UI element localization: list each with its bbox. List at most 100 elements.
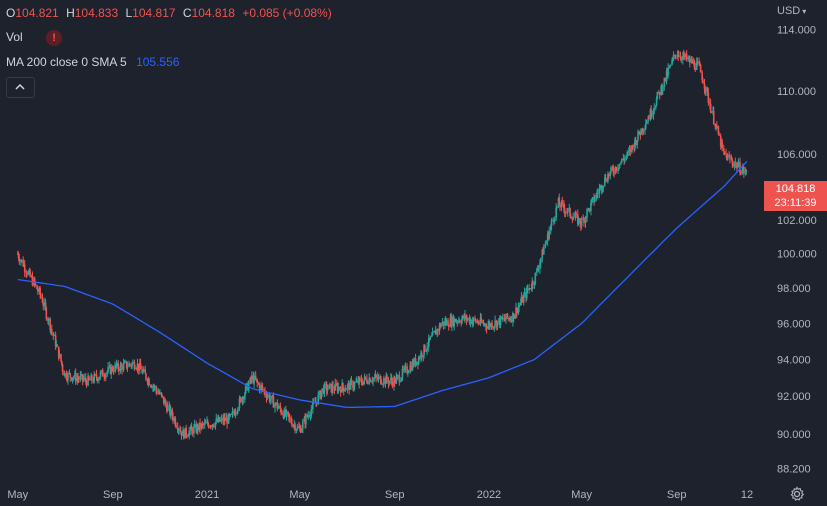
collapse-legend-button[interactable] <box>6 77 35 98</box>
low-value: 104.817 <box>132 6 176 20</box>
candle-body <box>396 375 398 378</box>
candle-body <box>701 72 703 81</box>
candle-body <box>480 317 483 323</box>
candle-body <box>107 366 109 372</box>
y-tick-label: 110.000 <box>777 86 816 98</box>
candle-body <box>575 213 578 215</box>
candle-body <box>139 363 142 369</box>
volume-legend[interactable]: Vol ! <box>6 30 63 46</box>
candle-body <box>145 373 147 380</box>
candle-body <box>212 424 214 427</box>
candle-body <box>144 369 147 374</box>
candle-body <box>579 218 581 224</box>
candle-body <box>132 362 134 364</box>
candle-body <box>23 264 26 272</box>
candle-body <box>58 353 61 358</box>
change-value: +0.085 (+0.08%) <box>242 6 332 20</box>
candle-body <box>515 307 518 314</box>
candle-body <box>534 272 537 284</box>
candle-body <box>131 363 133 367</box>
candle-body <box>709 102 711 105</box>
x-tick-label: 12 <box>741 489 753 501</box>
candle-body <box>65 372 68 379</box>
candle-body <box>369 381 372 383</box>
x-tick-label: Sep <box>667 489 687 501</box>
close-key: C <box>182 6 192 20</box>
candle-body <box>234 412 237 415</box>
candle-body <box>451 316 453 327</box>
candle-body <box>226 417 228 424</box>
time-axis[interactable]: May Sep 2021 May Sep 2022 May Sep 12 <box>7 489 753 501</box>
candle-body <box>491 323 493 329</box>
candle-body <box>375 375 377 378</box>
candle-body <box>672 58 674 61</box>
candle-body <box>627 151 630 153</box>
candle-body <box>584 217 587 224</box>
candle-body <box>283 409 286 419</box>
candle-body <box>310 409 313 416</box>
candle-body <box>68 372 71 374</box>
candle-body <box>507 317 510 319</box>
candle-body <box>620 162 622 164</box>
candle-body <box>202 423 204 425</box>
candle-body <box>22 259 24 267</box>
candle-body <box>671 60 673 65</box>
candle-body <box>703 83 706 89</box>
x-tick-label: May <box>571 489 592 501</box>
candle-body <box>694 68 697 70</box>
candle-body <box>474 317 476 320</box>
candle-body <box>566 211 568 213</box>
gear-icon[interactable] <box>789 486 805 502</box>
candle-body <box>417 357 420 365</box>
candle-body <box>258 384 261 391</box>
candle-body <box>307 415 310 417</box>
candle-body <box>34 283 37 286</box>
candle-body <box>506 313 509 318</box>
candle-body <box>418 357 421 359</box>
candle-body <box>407 371 410 373</box>
candle-body <box>693 61 696 69</box>
ma-legend[interactable]: MA 200 close 0 SMA 5 105.556 <box>6 55 179 69</box>
candle-body <box>227 414 230 424</box>
candle-body <box>723 151 726 154</box>
candle-body <box>191 428 194 434</box>
y-tick-label: 102.000 <box>777 215 817 227</box>
candle-body <box>126 366 129 368</box>
candle-body <box>193 424 196 427</box>
candle-body <box>652 109 655 115</box>
candle-body <box>69 373 72 378</box>
candle-body <box>210 426 212 428</box>
candle-body <box>312 402 314 410</box>
ma-200-line <box>17 160 748 409</box>
candle-body <box>415 361 418 366</box>
candle-body <box>705 87 707 92</box>
candle-body <box>529 288 531 290</box>
open-value: 104.821 <box>15 6 59 20</box>
candle-body <box>406 366 408 373</box>
y-tick-label: 90.000 <box>777 429 811 441</box>
candle-body <box>588 208 591 212</box>
candle-body <box>171 409 174 417</box>
candle-body <box>261 385 263 387</box>
exclamation-icon[interactable]: ! <box>46 30 63 46</box>
candle-body <box>536 269 538 273</box>
candle-body <box>683 53 686 58</box>
ma-label: MA 200 close 0 SMA 5 <box>6 55 127 69</box>
candle-body <box>296 426 299 430</box>
candle-body <box>464 315 466 319</box>
candle-body <box>230 413 233 415</box>
candle-body <box>718 134 720 136</box>
candle-body <box>269 399 272 401</box>
price-axis[interactable]: 114.000 110.000 106.000 102.000 100.000 98.00… <box>777 25 817 476</box>
candle-body <box>137 363 140 371</box>
currency-selector[interactable]: USD ▾ <box>777 5 806 17</box>
candle-body <box>50 329 53 333</box>
candle-body <box>150 386 153 388</box>
candle-body <box>629 149 632 152</box>
candle-body <box>104 376 106 378</box>
candle-body <box>180 431 183 436</box>
candle-body <box>366 378 368 383</box>
candle-body <box>556 205 558 208</box>
candle-body <box>407 372 409 374</box>
